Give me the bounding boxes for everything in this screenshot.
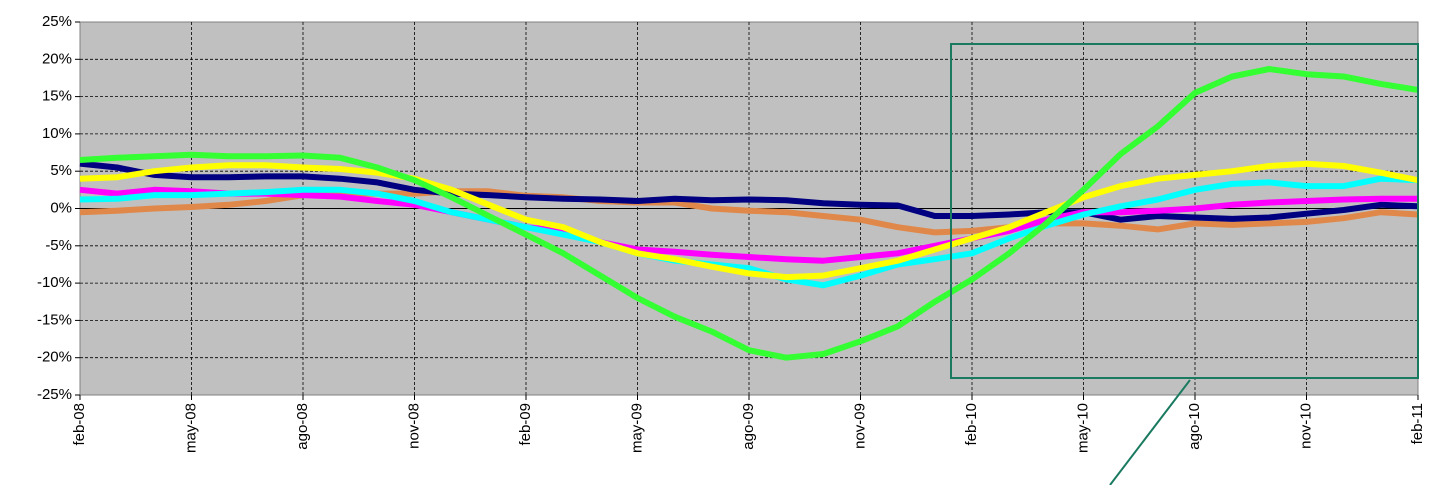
callout-line bbox=[1109, 379, 1191, 486]
y-tick-label: -20% bbox=[37, 349, 72, 366]
x-tick-label: may-08 bbox=[182, 403, 199, 453]
x-tick-label: feb-10 bbox=[963, 403, 980, 446]
y-tick-label: 10% bbox=[42, 125, 72, 142]
x-tick-label: ago-10 bbox=[1186, 403, 1203, 450]
y-tick-label: 25% bbox=[42, 13, 72, 30]
x-tick-label: ago-09 bbox=[740, 403, 757, 450]
y-tick-label: -25% bbox=[37, 386, 72, 403]
x-tick-label: feb-11 bbox=[1409, 403, 1426, 444]
x-tick-label: nov-10 bbox=[1297, 403, 1314, 449]
y-tick-label: 15% bbox=[42, 88, 72, 105]
y-tick-label: -10% bbox=[37, 274, 72, 291]
x-tick-label: feb-09 bbox=[517, 403, 534, 446]
x-tick-label: may-09 bbox=[628, 403, 645, 453]
series-line bbox=[79, 160, 1419, 281]
x-tick-label: nov-09 bbox=[851, 403, 868, 449]
x-tick-label: may-10 bbox=[1074, 403, 1091, 453]
series-line bbox=[79, 66, 1419, 361]
x-tick-label: ago-08 bbox=[294, 403, 311, 450]
y-tick-label: -5% bbox=[45, 237, 72, 254]
y-tick-label: 5% bbox=[50, 162, 72, 179]
series-line bbox=[79, 160, 1419, 223]
x-tick-label: nov-08 bbox=[405, 403, 422, 449]
x-tick-label: feb-08 bbox=[71, 403, 88, 446]
highlight-box bbox=[950, 43, 1419, 379]
y-tick-label: 0% bbox=[50, 199, 72, 216]
series-line bbox=[79, 175, 1419, 289]
y-tick-label: 20% bbox=[42, 50, 72, 67]
y-tick-label: -15% bbox=[37, 311, 72, 328]
series-line bbox=[79, 186, 1418, 264]
